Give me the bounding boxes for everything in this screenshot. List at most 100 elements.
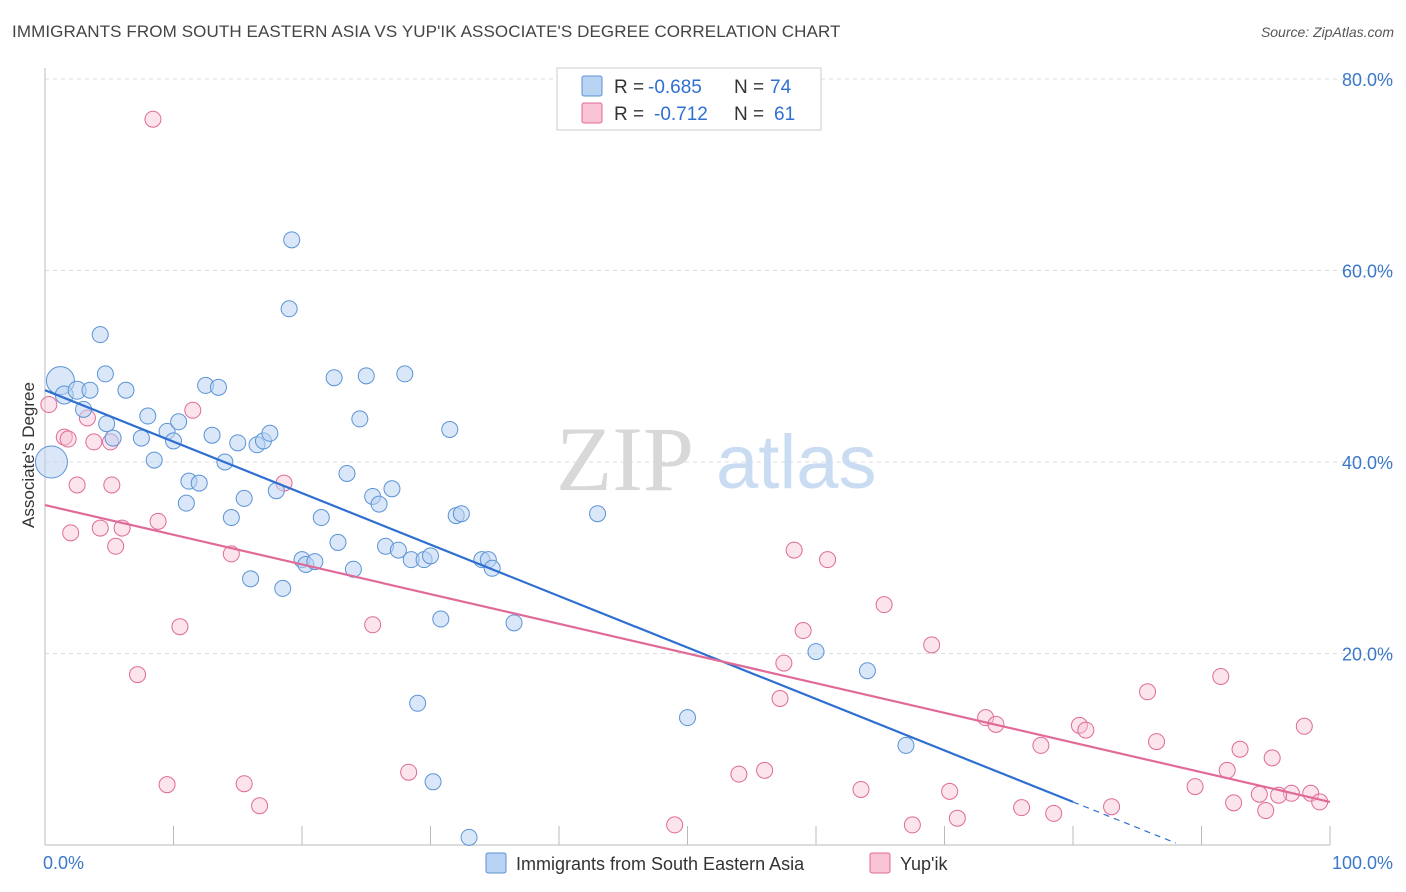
sea-point xyxy=(81,381,99,399)
yupik-point xyxy=(852,780,870,798)
sea-point xyxy=(117,381,135,399)
x-tick-labels: 0.0% 100.0% xyxy=(43,853,1393,873)
sea-point xyxy=(235,489,253,507)
sea-point xyxy=(222,509,240,527)
yupik-point xyxy=(68,476,86,494)
sea-point xyxy=(34,445,68,479)
legend-n-label-2: N = xyxy=(734,104,764,125)
y-tick-label: 20.0% xyxy=(1342,645,1393,665)
yupik-point xyxy=(1103,798,1121,816)
yupik-point xyxy=(819,551,837,569)
yupik-point xyxy=(1257,802,1275,820)
yupik-point xyxy=(62,524,80,542)
sea-point xyxy=(280,300,298,318)
yupik-point xyxy=(923,636,941,654)
sea-point xyxy=(209,378,227,396)
sea-point xyxy=(325,369,343,387)
sea-point xyxy=(274,579,292,597)
yupik-point xyxy=(1295,717,1313,735)
stats-legend: R = -0.685 N = 74 R = -0.712 N = 61 xyxy=(556,67,822,131)
y-tick-labels: 20.0% 40.0% 60.0% 80.0% xyxy=(1342,70,1393,665)
trend-line-yupik xyxy=(44,504,1331,803)
legend-n-value-2: 61 xyxy=(774,104,795,125)
sea-point xyxy=(409,694,427,712)
yupik-point xyxy=(364,616,382,634)
legend-n-label-1: N = xyxy=(734,77,764,98)
sea-point xyxy=(357,367,375,385)
bottom-legend-swatch-blue xyxy=(485,852,507,874)
yupik-point xyxy=(235,775,253,793)
yupik-point xyxy=(103,476,121,494)
yupik-point xyxy=(1148,733,1166,751)
sea-point xyxy=(432,610,450,628)
yupik-point xyxy=(756,761,774,779)
series-sea-points xyxy=(34,231,915,846)
yupik-point xyxy=(1013,799,1031,817)
bottom-legend-swatch-pink xyxy=(869,852,891,874)
sea-point xyxy=(203,426,221,444)
yupik-point xyxy=(941,782,959,800)
sea-point xyxy=(422,547,439,565)
sea-point xyxy=(897,736,915,754)
yupik-point xyxy=(875,596,893,614)
legend-swatch-blue xyxy=(581,75,603,97)
y-tick-label: 80.0% xyxy=(1342,70,1393,90)
sea-point xyxy=(132,429,150,447)
yupik-point xyxy=(1186,778,1204,796)
bottom-legend-label-pink: Yup'ik xyxy=(900,854,948,874)
y-tick-label: 60.0% xyxy=(1342,262,1393,282)
x-tick-label: 100.0% xyxy=(1332,853,1393,873)
yupik-point xyxy=(775,654,793,672)
source-label: Source: ZipAtlas.com xyxy=(1260,24,1394,40)
yupik-point xyxy=(129,666,147,684)
yupik-point xyxy=(1077,721,1095,739)
legend-r-value-2: -0.712 xyxy=(654,104,708,125)
yupik-point xyxy=(59,430,77,448)
trend-line-sea xyxy=(44,389,1074,803)
x-tick-label: 0.0% xyxy=(43,853,84,873)
yupik-point xyxy=(184,401,202,419)
sea-point xyxy=(505,614,523,632)
sea-point xyxy=(370,495,388,513)
y-tick-label: 40.0% xyxy=(1342,453,1393,473)
sea-point xyxy=(139,407,157,425)
yupik-point xyxy=(85,433,103,451)
yupik-point xyxy=(1263,749,1281,767)
yupik-point xyxy=(1225,794,1243,812)
sea-point xyxy=(383,480,401,498)
yupik-point xyxy=(1250,785,1268,803)
trend-lines xyxy=(44,389,1331,844)
yupik-point xyxy=(91,519,109,537)
sea-point xyxy=(190,474,208,492)
sea-point xyxy=(91,326,109,344)
sea-point xyxy=(351,410,369,428)
yupik-point xyxy=(158,776,176,794)
sea-point xyxy=(177,494,195,512)
sea-point xyxy=(104,429,122,447)
legend-swatch-pink xyxy=(581,102,603,124)
sea-point xyxy=(242,570,260,588)
yupik-point xyxy=(1231,740,1249,758)
yupik-point xyxy=(1045,804,1063,822)
legend-r-label-2: R = xyxy=(614,104,644,125)
sea-point xyxy=(452,505,470,523)
sea-point xyxy=(807,643,825,661)
yupik-point xyxy=(948,809,966,827)
sea-point xyxy=(170,413,188,431)
yupik-point xyxy=(400,763,418,781)
y-axis-label: Associate's Degree xyxy=(19,382,38,528)
series-legend: Immigrants from South Eastern Asia Yup'i… xyxy=(485,852,948,874)
bottom-legend-label-blue: Immigrants from South Eastern Asia xyxy=(516,854,805,874)
sea-point xyxy=(396,365,414,383)
yupik-point xyxy=(144,110,162,128)
sea-point xyxy=(441,420,459,438)
sea-point xyxy=(338,464,356,482)
yupik-point xyxy=(107,537,125,555)
sea-point xyxy=(424,773,442,791)
sea-point xyxy=(229,434,247,452)
yupik-point xyxy=(251,797,269,815)
sea-point xyxy=(329,533,347,551)
yupik-point xyxy=(40,396,58,414)
sea-point xyxy=(389,541,407,559)
sea-point xyxy=(460,828,478,846)
